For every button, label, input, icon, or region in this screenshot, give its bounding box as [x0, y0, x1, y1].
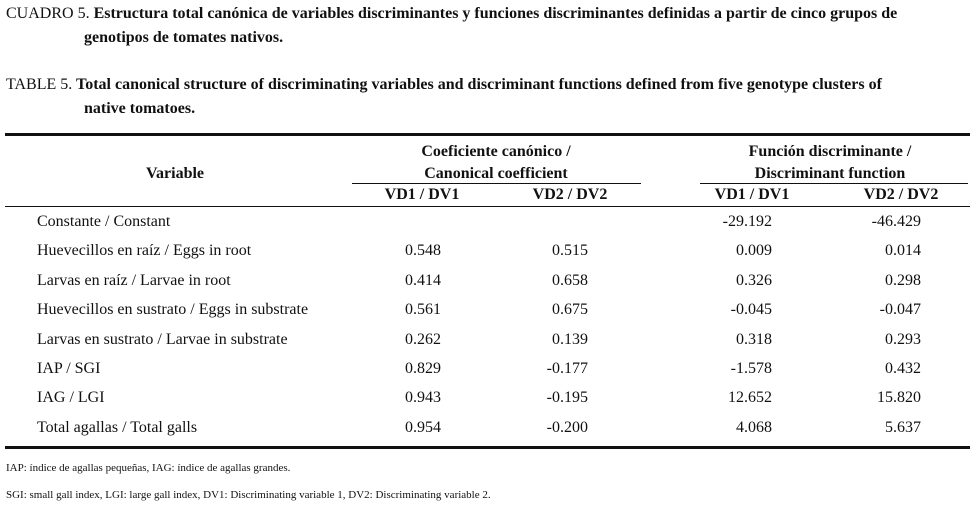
group-header-line: Discriminant function: [754, 165, 906, 182]
footnote: SGI: small gall index, LGI: large gall i…: [6, 489, 491, 501]
cell-value: 0.298: [885, 271, 921, 289]
group-underline: [700, 183, 968, 184]
cell-value: 0.293: [885, 330, 921, 348]
cell-value: -1.578: [730, 360, 772, 377]
cell-value: 0.658: [552, 271, 588, 289]
cell-value: 0.318: [736, 330, 772, 348]
cell-value: 0.675: [552, 301, 588, 319]
cell-value: 0.414: [405, 271, 441, 289]
header-rule: [5, 206, 970, 207]
group-header-canonical: Coeficiente canónico / Canonical coeffici…: [350, 141, 642, 185]
cell-value: 0.139: [552, 330, 588, 348]
group-header-line: Función discriminante /: [748, 143, 912, 160]
row-label: Larvas en raíz / Larvae in root: [37, 271, 231, 289]
cell-value: 0.432: [885, 360, 921, 377]
cell-value: 4.068: [736, 418, 772, 436]
cell-value: 0.561: [405, 301, 441, 319]
caption-spanish: CUADRO 5. Estructura total canónica de v…: [6, 2, 968, 50]
row-label: Larvas en sustrato / Larvae in substrate: [37, 330, 288, 348]
cell-value: -0.200: [546, 418, 588, 436]
row-label: Huevecillos en raíz / Eggs in root: [37, 242, 252, 260]
subheader: VD2 / DV2: [532, 186, 608, 203]
variable-header: Variable: [145, 165, 205, 182]
subheader: VD2 / DV2: [863, 186, 939, 203]
cell-value: 0.954: [405, 418, 441, 436]
row-label: Huevecillos en sustrato / Eggs in substr…: [37, 301, 309, 319]
cell-value: -46.429: [871, 213, 921, 230]
cell-value: 0.262: [405, 330, 441, 348]
subheader: VD1 / DV1: [714, 186, 790, 203]
group-header-line: Canonical coefficient: [424, 165, 568, 182]
cell-value: -0.047: [879, 301, 921, 319]
cell-value: 0.515: [552, 242, 588, 260]
caption-label: TABLE 5.: [6, 76, 73, 93]
bottom-rule: [5, 446, 970, 449]
top-rule: [5, 133, 970, 136]
row-label: Constante / Constant: [37, 213, 171, 230]
row-label: IAP / SGI: [37, 360, 101, 377]
caption-text: Total canonical structure of discriminat…: [75, 76, 882, 93]
cell-value: 0.014: [885, 242, 921, 260]
caption-english: TABLE 5. Total canonical structure of di…: [6, 73, 968, 121]
footnote: IAP: índice de agallas pequeñas, IAG: ín…: [6, 462, 291, 474]
caption-text-line2: native tomatoes.: [84, 100, 196, 117]
cell-value: 12.652: [728, 389, 772, 407]
cell-value: 5.637: [885, 418, 921, 436]
cell-value: 0.326: [736, 271, 772, 289]
row-label: Total agallas / Total galls: [37, 418, 198, 436]
cell-value: 0.548: [405, 242, 441, 260]
cell-value: 15.820: [877, 389, 921, 407]
row-label: IAG / LGI: [37, 389, 105, 407]
cell-value: 0.009: [736, 242, 772, 260]
caption-text-line2: genotipos de tomates nativos.: [84, 29, 284, 46]
cell-value: -29.192: [722, 213, 772, 230]
group-underline: [352, 183, 641, 184]
group-header-line: Coeficiente canónico /: [421, 143, 571, 160]
group-header-discriminant: Función discriminante / Discriminant func…: [690, 141, 970, 185]
cell-value: -0.045: [730, 301, 772, 319]
caption-text: Estructura total canónica de variables d…: [93, 5, 898, 22]
caption-label: CUADRO 5.: [6, 5, 90, 22]
cell-value: 0.829: [405, 360, 441, 377]
subheader: VD1 / DV1: [384, 186, 460, 203]
cell-value: -0.177: [546, 360, 588, 377]
cell-value: 0.943: [405, 389, 441, 407]
cell-value: -0.195: [546, 389, 588, 407]
